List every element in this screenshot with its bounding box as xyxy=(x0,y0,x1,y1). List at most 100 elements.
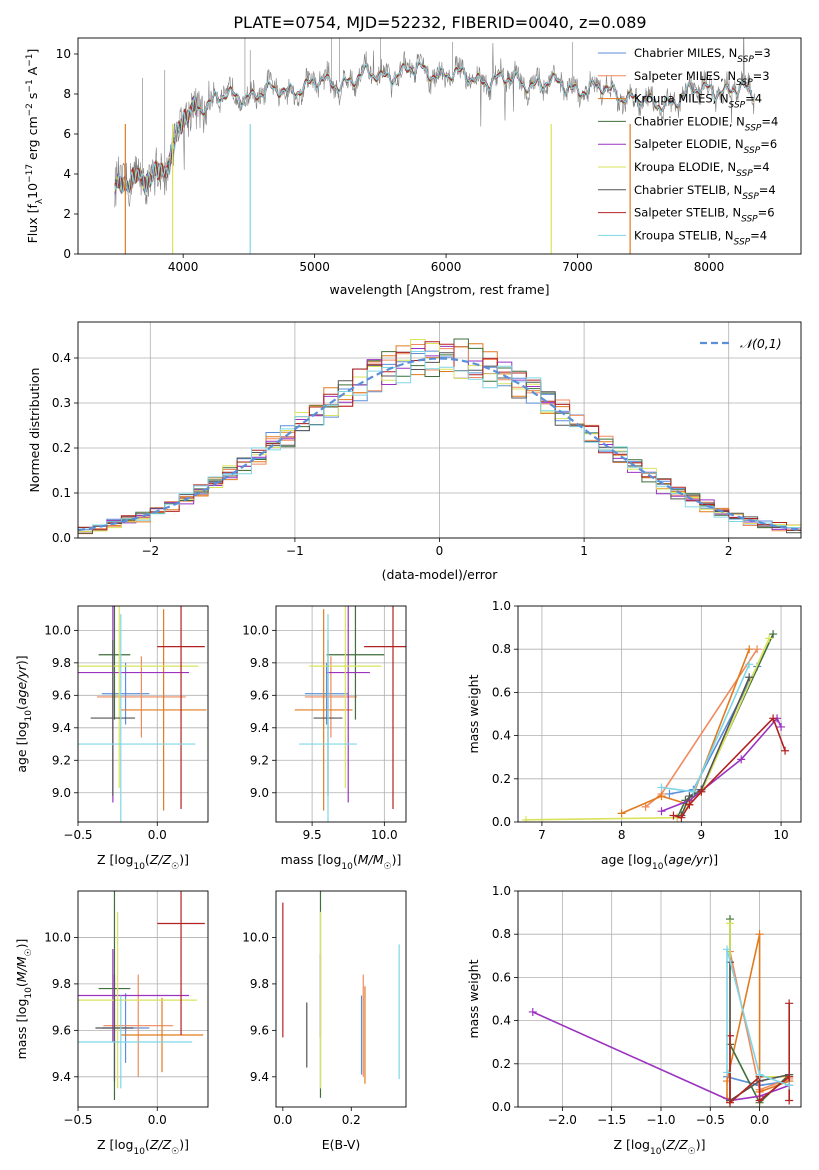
axes-frame xyxy=(275,605,407,823)
label-part: ( xyxy=(14,982,29,987)
weight-marker xyxy=(755,930,764,939)
label-part: 10 xyxy=(25,183,40,199)
label-part: 10 xyxy=(341,862,353,872)
plot-area xyxy=(518,606,801,822)
x-tick-label: −0.5 xyxy=(63,1113,92,1127)
y-tick-label: 4 xyxy=(63,167,71,181)
label-part: 10 xyxy=(133,862,145,872)
label-part: Chabrier ELODIE, N xyxy=(634,114,745,128)
label-part: −17 xyxy=(25,164,35,183)
y-tick-label: 9.4 xyxy=(250,1070,269,1084)
weight-line xyxy=(680,676,750,816)
axes-frame xyxy=(275,890,407,1108)
weight-line xyxy=(669,666,758,795)
label-part: Chabrier MILES, N xyxy=(634,46,737,60)
label-part: ☉ xyxy=(24,948,34,956)
plot-area xyxy=(78,891,208,1107)
label-part: −1 xyxy=(25,79,35,92)
axes-frame xyxy=(517,890,802,1108)
y-tick-label: 9.4 xyxy=(52,1070,71,1084)
label-part: =4 xyxy=(759,183,776,197)
weight-marker xyxy=(677,813,686,822)
weight-marker xyxy=(641,802,650,811)
y-tick-label: 0.2 xyxy=(52,441,71,455)
panel-age-vs-mass: 9.5 10.0 9.0 9.2 9.4 9.6 9.8 10.0 mass [log10(M/… xyxy=(242,605,407,872)
x-axis-label: E(B-V) xyxy=(322,1137,361,1152)
y-tick-label: 0 xyxy=(63,247,71,261)
label-part: −2 xyxy=(25,103,35,116)
x-axis-label: mass [log10(M/M☉)] xyxy=(281,852,402,872)
label-part: Kroupa STELIB, N xyxy=(634,228,734,242)
label-part: Flux [f xyxy=(25,204,40,244)
label-part: 10 xyxy=(652,862,664,872)
weight-marker xyxy=(665,789,674,798)
panel-weight-vs-Z: −2.0 −1.5 −1.0 −0.5 0.0 0.0 0.2 0.4 0.6 0.8 1.0 mas… xyxy=(466,884,802,1157)
legend-label: Kroupa ELODIE, NSSP=4 xyxy=(634,160,770,179)
y-axis-label: mass weight xyxy=(466,959,481,1038)
plot-area xyxy=(78,322,801,538)
axes-frame xyxy=(77,37,802,255)
label-part: )] xyxy=(708,852,718,867)
y-tick-label: 0.0 xyxy=(492,815,511,829)
label-part: s xyxy=(25,93,40,104)
weight-marker xyxy=(726,919,735,928)
x-axis-label: (data-model)/error xyxy=(382,567,499,582)
weight-marker xyxy=(685,792,694,801)
label-part: λ xyxy=(35,198,45,204)
label-part: =3 xyxy=(753,69,770,83)
y-tick-label: 10.0 xyxy=(44,930,71,944)
panel-age-vs-Z: −0.5 0.09.09.29.49.69.810.0Z [log10(Z/Z☉)… xyxy=(14,605,209,872)
weight-marker xyxy=(521,815,530,822)
weight-marker xyxy=(657,807,666,816)
y-tick-label: 0.1 xyxy=(52,486,71,500)
x-tick-label: −2.0 xyxy=(548,1113,577,1127)
y-tick-label: 1.0 xyxy=(492,884,511,898)
y-tick-label: 9.8 xyxy=(52,977,71,991)
x-tick-label: 1 xyxy=(580,544,588,558)
label-part: )] xyxy=(179,1137,189,1152)
label-part: ☉ xyxy=(384,862,392,872)
label-part: )] xyxy=(14,939,29,949)
axes-frame xyxy=(77,890,209,1108)
y-tick-label: 9.6 xyxy=(250,688,269,702)
x-tick-label: 9 xyxy=(698,828,706,842)
legend-label: Salpeter STELIB, NSSP=6 xyxy=(634,206,775,225)
y-tick-label: 9.6 xyxy=(52,688,71,702)
histogram-step xyxy=(78,351,801,538)
plot-area xyxy=(114,38,755,254)
normal-curve xyxy=(78,357,801,532)
panel-mass-vs-Z: −0.5 0.09.49.69.810.0Z [log10(Z/Z☉)]mass … xyxy=(14,890,209,1157)
weight-line xyxy=(726,934,790,1099)
x-tick-label: 0.0 xyxy=(148,828,167,842)
panel-spectrum: 4000 5000 6000 7000 8000 0 2 4 6 8 10 wavelength [A… xyxy=(25,37,802,297)
weight-line xyxy=(661,716,782,812)
label-part: ] xyxy=(25,49,40,54)
y-tick-label: 0.0 xyxy=(52,531,71,545)
plot-area xyxy=(276,606,406,822)
y-tick-label: 9.8 xyxy=(250,977,269,991)
plot-area xyxy=(78,606,208,822)
y-tick-label: 0.2 xyxy=(492,772,511,786)
label-part: ( xyxy=(145,852,150,867)
label-part: )] xyxy=(179,852,189,867)
x-tick-label: −0.5 xyxy=(696,1113,725,1127)
weight-marker xyxy=(781,746,790,755)
x-tick-label: 9.5 xyxy=(303,828,322,842)
x-tick-label: −1 xyxy=(286,544,304,558)
figure-title: PLATE=0754, MJD=52232, FIBERID=0040, z=0… xyxy=(233,13,646,32)
y-axis-label: mass [log10(M/M☉)] xyxy=(14,939,34,1060)
x-tick-label: 7 xyxy=(538,828,546,842)
y-tick-label: 2 xyxy=(63,207,71,221)
label-part: ( xyxy=(663,852,668,867)
x-tick-label: 8 xyxy=(618,828,626,842)
label-part: Kroupa ELODIE, N xyxy=(634,160,736,174)
y-tick-label: 0.4 xyxy=(52,351,71,365)
legend-label: Kroupa MILES, NSSP=4 xyxy=(634,92,762,111)
label-part: ( xyxy=(353,852,358,867)
label-part: ☉ xyxy=(688,1147,696,1157)
weight-line xyxy=(532,1011,790,1102)
label-part: )] xyxy=(14,655,29,665)
y-tick-label: 9.0 xyxy=(52,786,71,800)
label-part: ☉ xyxy=(171,862,179,872)
